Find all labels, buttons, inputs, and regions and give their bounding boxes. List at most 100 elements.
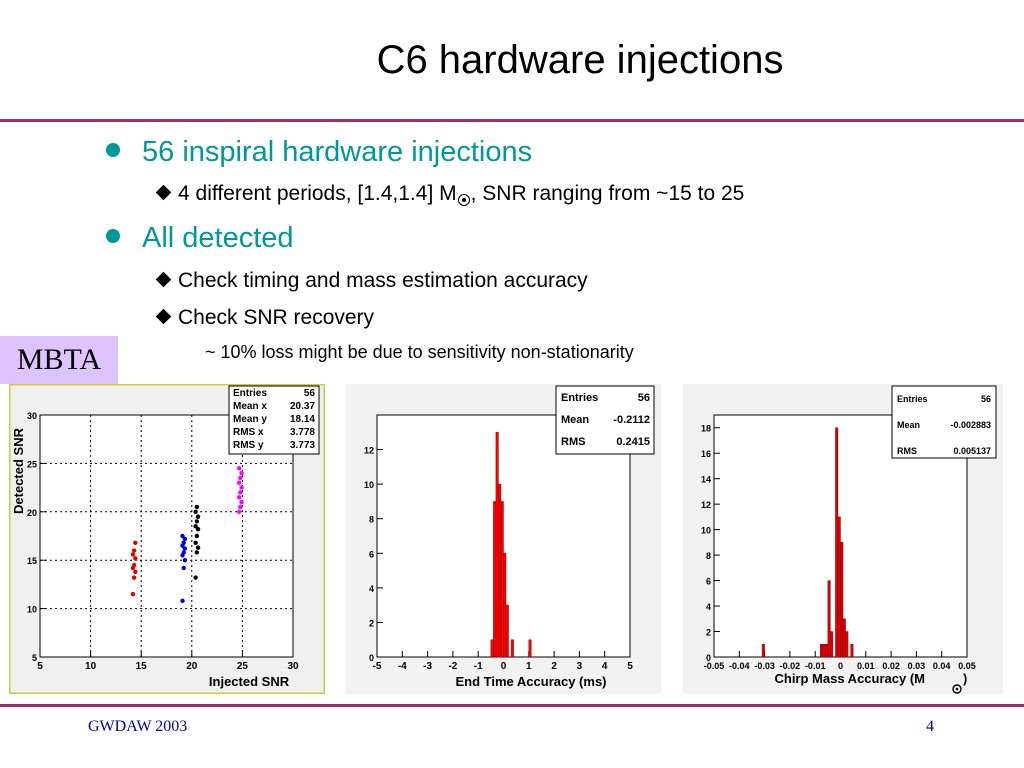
bullet-detected: All detected: [106, 222, 294, 255]
sub-bullet-periods-post: , SNR ranging from ~15 to 25: [470, 182, 745, 205]
y-tick-label: 10: [27, 605, 37, 615]
x-tick-label: 20: [186, 661, 198, 672]
x-tick-label: -0.01: [805, 661, 826, 671]
histogram-bar: [830, 631, 834, 658]
y-tick-label: 8: [369, 515, 374, 525]
x-tick-label: -0.05: [704, 661, 725, 671]
x-tick-label: 0.01: [857, 661, 875, 671]
footer-divider: [0, 704, 1024, 707]
mbta-label: MBTA: [0, 336, 118, 384]
chirp-mass-panel: -0.05 -0.04 -0.03 -0.02 -0.01 0 0.01 0.02 0.03 0.…: [683, 384, 1003, 694]
scatter-point: [238, 475, 243, 481]
y-tick-label: 6: [369, 549, 374, 559]
stats-label: Mean: [561, 414, 589, 426]
scatter-point: [194, 550, 200, 555]
y-tick-label: 18: [701, 424, 711, 434]
histogram-bar: [510, 639, 514, 658]
x-tick-label: -1: [474, 661, 483, 672]
y-tick-label: 16: [701, 449, 711, 459]
chirp-mass-x-axis-label: Chirp Mass Accuracy (M: [774, 671, 925, 686]
stats-value: 56: [981, 394, 991, 404]
histogram-bar: [850, 644, 854, 658]
stats-value: 18.14: [290, 414, 315, 425]
footer-event: GWDAW 2003: [88, 718, 188, 735]
histogram-bar: [842, 618, 846, 658]
slide-title: C6 hardware injections: [376, 38, 784, 82]
sub-bullet-snr-text: Check SNR recovery: [178, 306, 375, 329]
x-tick-label: -3: [423, 661, 432, 672]
sub-bullet-periods-pre: 4 different periods, [1.4,1.4] M: [178, 182, 457, 205]
bullet-injections: 56 inspiral hardware injections: [106, 136, 532, 169]
y-tick-label: 4: [369, 584, 374, 594]
y-tick-label: 14: [701, 475, 711, 485]
stats-label: Entries: [897, 394, 928, 404]
scatter-point: [181, 565, 186, 571]
stats-value: 3.773: [290, 440, 315, 451]
histogram-bar: [761, 644, 765, 658]
chirp-mass-stats-box: Entries 56 Mean -0.002883 RMS 0.005137: [891, 385, 997, 459]
title-divider: [0, 119, 1024, 122]
x-tick-label: 15: [136, 661, 148, 672]
histogram-bar: [822, 644, 826, 658]
y-tick-label: 4: [706, 602, 711, 612]
scatter-point: [236, 466, 242, 471]
stats-label: Mean y: [233, 414, 267, 425]
scatter-point: [195, 514, 201, 519]
x-tick-label: 0.05: [958, 661, 976, 671]
stats-value: 3.778: [290, 427, 315, 438]
x-tick-label: -0.04: [729, 661, 750, 671]
histogram-bar: [845, 631, 849, 658]
y-tick-label: 0: [369, 653, 374, 663]
scatter-point: [236, 509, 242, 514]
scatter-point: [236, 495, 242, 500]
histogram-bar: [820, 644, 823, 658]
scatter-point: [239, 485, 244, 490]
snr-scatter-panel: 5 10 15 20 25 30 5 10 15 20 25 30 Injected SNR Dete…: [7, 382, 327, 696]
x-tick-label: 0.02: [882, 661, 900, 671]
diamond-bullet-icon: [155, 271, 172, 288]
scatter-point: [194, 533, 200, 539]
x-tick-label: 30: [287, 661, 299, 672]
y-tick-label: 2: [369, 618, 374, 628]
scatter-point: [131, 562, 137, 568]
y-tick-label: 10: [701, 526, 711, 536]
scatter-point: [182, 546, 188, 551]
stats-value: -0.002883: [950, 420, 991, 430]
diamond-bullet-icon: [155, 308, 172, 325]
scatter-point: [131, 575, 137, 580]
chirp-mass-x-axis-label-close: ): [963, 671, 967, 686]
scatter-point: [193, 524, 198, 529]
x-tick-label: 3: [577, 661, 583, 672]
sub-sub-bullet-loss: ~ 10% loss might be due to sensitivity n…: [205, 342, 634, 362]
histogram-bar: [500, 501, 504, 658]
scatter-point: [133, 556, 138, 561]
x-tick-label: 10: [85, 661, 97, 672]
scatter-point: [239, 470, 244, 476]
scatter-point: [181, 540, 186, 545]
x-tick-label: -5: [373, 661, 382, 672]
stats-value: 0.2415: [616, 436, 650, 448]
histogram-bar: [837, 516, 841, 658]
x-tick-label: -0.03: [754, 661, 775, 671]
y-tick-label: 20: [27, 508, 37, 518]
y-tick-label: 25: [27, 459, 37, 469]
histogram-bar: [493, 501, 497, 658]
sub-bullet-timing: Check timing and mass estimation accurac…: [155, 269, 588, 293]
x-tick-label: 25: [237, 661, 249, 672]
end-time-x-axis-label: End Time Accuracy (ms): [456, 674, 607, 689]
histogram-bar: [490, 639, 494, 658]
scatter-plot-area: [39, 414, 294, 658]
y-tick-label: 15: [27, 556, 37, 566]
y-tick-label: 0: [706, 653, 711, 663]
scatter-point: [180, 598, 185, 604]
histogram-bar: [835, 427, 839, 658]
stats-label: RMS y: [233, 440, 264, 451]
bullet-dot-icon: [106, 229, 120, 244]
scatter-point: [193, 509, 198, 514]
scatter-x-axis-label: Injected SNR: [209, 674, 290, 689]
scatter-point: [133, 569, 138, 575]
scatter-point: [182, 536, 188, 542]
histogram-bar: [498, 483, 502, 658]
end-time-stats-box: Entries 56 Mean -0.2112 RMS 0.2415: [555, 385, 655, 455]
